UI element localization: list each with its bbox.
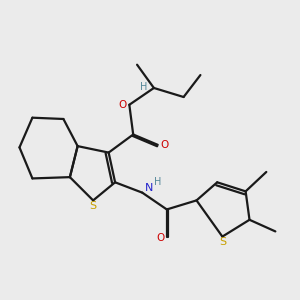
Text: O: O [161, 140, 169, 150]
Text: S: S [219, 237, 226, 247]
Text: H: H [140, 82, 148, 92]
Text: H: H [154, 177, 161, 187]
Text: S: S [90, 201, 97, 211]
Text: N: N [145, 183, 153, 193]
Text: O: O [156, 233, 164, 243]
Text: O: O [118, 100, 126, 110]
